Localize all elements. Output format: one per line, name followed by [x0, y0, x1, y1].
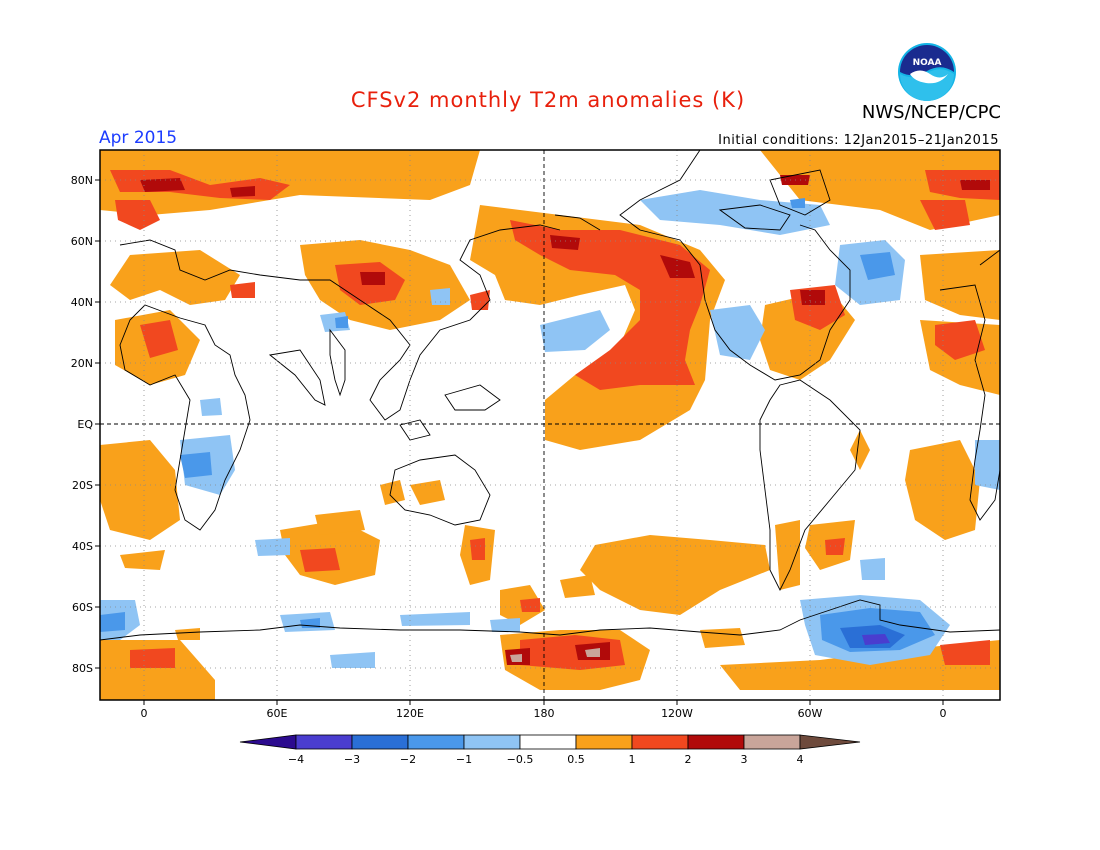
- equator-dateline: [100, 150, 1000, 700]
- initial-conditions: Initial conditions: 12Jan2015–21Jan2015: [718, 133, 999, 148]
- colorbar-label: 2: [685, 753, 692, 766]
- warm-anomaly-3-4: [510, 648, 600, 662]
- longitude-labels: 0 60E 120E 180 120W 60W 0: [141, 707, 947, 720]
- colorbar-cell: [351, 734, 409, 750]
- colorbar-label: −4: [288, 753, 304, 766]
- map-frame: [99, 149, 1001, 701]
- lat-label: 80N: [71, 174, 93, 187]
- cool-anomaly-3-4: [862, 634, 890, 645]
- colorbar-label: −3: [344, 753, 360, 766]
- colorbar-label: 1: [629, 753, 636, 766]
- agency-label: NWS/NCEP/CPC: [861, 102, 1001, 123]
- colorbar-label: 3: [741, 753, 748, 766]
- lat-label: 60S: [72, 601, 93, 614]
- chart-title: CFSv2 monthly T2m anomalies (K): [350, 88, 746, 112]
- colorbar-label: −1: [456, 753, 472, 766]
- lat-label: 20S: [72, 479, 93, 492]
- lat-label: 40N: [71, 296, 93, 309]
- lat-label: EQ: [77, 418, 93, 431]
- colorbar-cell: [743, 734, 801, 750]
- colorbar-cell: [295, 734, 353, 750]
- colorbar: −4 −3 −2 −1 −0.5 0.5 1 2 3 4: [239, 734, 861, 766]
- cool-anomaly-0p5-1: [100, 190, 1000, 668]
- latitude-labels: 80N 60N 40N 20N EQ 20S 40S 60S 80S: [71, 174, 94, 675]
- svg-text:NOAA: NOAA: [913, 58, 942, 68]
- axis-ticks: [95, 179, 944, 705]
- lat-label: 40S: [72, 540, 93, 553]
- noaa-logo: NOAA: [898, 43, 956, 101]
- colorbar-cell: [575, 734, 633, 750]
- colorbar-cell: [519, 734, 577, 750]
- colorbar-cell: [631, 734, 689, 750]
- lat-label: 20N: [71, 357, 93, 370]
- colorbar-label: 0.5: [567, 753, 585, 766]
- anomaly-fields: [100, 150, 1000, 700]
- lon-label: 60E: [267, 707, 288, 720]
- forecast-month: Apr 2015: [99, 128, 178, 148]
- lon-label: 0: [141, 707, 148, 720]
- lat-label: 60N: [71, 235, 93, 248]
- colorbar-cell: [463, 734, 521, 750]
- lon-label: 60W: [798, 707, 823, 720]
- warm-anomaly-2-3: [140, 175, 990, 665]
- colorbar-cell: [407, 734, 465, 750]
- colorbar-label: −2: [400, 753, 416, 766]
- coastlines: [100, 150, 1000, 641]
- lon-label: 120W: [661, 707, 693, 720]
- colorbar-arrow-left: [239, 734, 297, 750]
- lon-label: 180: [534, 707, 555, 720]
- colorbar-cell: [687, 734, 745, 750]
- lat-label: 80S: [72, 662, 93, 675]
- warm-anomaly-1-2: [110, 170, 1000, 670]
- colorbar-label: −0.5: [507, 753, 534, 766]
- colorbar-label: 4: [797, 753, 804, 766]
- lon-label: 0: [940, 707, 947, 720]
- grid-lines: [100, 150, 1000, 700]
- colorbar-arrow-right: [799, 734, 861, 750]
- lon-label: 120E: [396, 707, 424, 720]
